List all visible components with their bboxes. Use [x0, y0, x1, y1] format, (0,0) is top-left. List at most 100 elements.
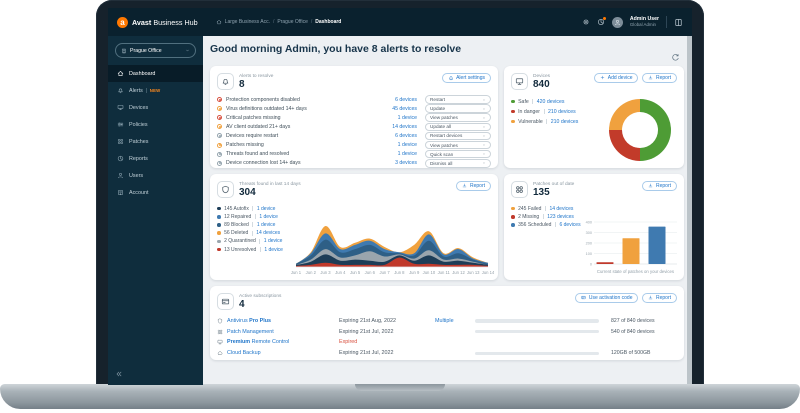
alert-action-select[interactable]: Restart — [425, 95, 491, 104]
threats-report-button[interactable]: Report — [456, 181, 491, 191]
subscription-name-link[interactable]: Premium Remote Control — [227, 339, 290, 346]
user-block[interactable]: Admin User Global Admin — [630, 16, 659, 28]
alert-action-select[interactable]: View patches — [425, 113, 491, 123]
scrollbar[interactable] — [687, 36, 692, 385]
home-icon — [216, 19, 222, 25]
subscriptions-report-button[interactable]: Report — [642, 293, 677, 303]
legend-devices-link[interactable]: 14 devices — [549, 205, 574, 212]
sidebar-item-patches[interactable]: Patches — [108, 133, 203, 150]
alert-row: Virus definitions outdated 14+ days 45 de… — [217, 104, 491, 113]
svg-text:Jun 1: Jun 1 — [291, 270, 302, 275]
legend-dot — [511, 214, 515, 219]
alert-action-select[interactable]: Dismiss all — [425, 158, 491, 168]
legend-label: 89 Blocked — [224, 221, 249, 228]
sidebar-item-account[interactable]: Account — [108, 184, 203, 201]
alert-row: Protection components disabled 6 devices R… — [217, 95, 491, 104]
refresh-icon — [671, 53, 680, 62]
breadcrumb-account[interactable]: Large Business Acc. — [224, 19, 270, 25]
sidebar-item-policies[interactable]: Policies — [108, 116, 203, 133]
subscriptions-card-title: Active subscriptions — [239, 294, 282, 299]
subscription-name-link[interactable]: Cloud Backup — [227, 350, 261, 357]
sidebar-item-label: Devices — [129, 104, 149, 111]
subscription-expiry: Expiring 21st Jul, 2022 — [339, 328, 394, 335]
alert-action-select[interactable]: View patches — [425, 140, 491, 150]
alert-severity-icon — [217, 124, 222, 130]
add-device-button[interactable]: Add device — [594, 73, 639, 83]
legend-devices-link[interactable]: 210 devices — [548, 108, 576, 115]
sidebar: Prague Office Dashboard Alerts NEW Devices P… — [108, 36, 203, 385]
chevron-down-icon — [482, 107, 486, 111]
subscription-name-link[interactable]: Antivirus Pro Plus — [227, 317, 272, 324]
alert-devices-link[interactable]: 6 devices — [395, 96, 417, 103]
patches-report-button[interactable]: Report — [642, 181, 677, 191]
avatar[interactable] — [611, 16, 623, 28]
legend-devices-link[interactable]: 210 devices — [550, 118, 579, 125]
breadcrumb-site[interactable]: Prague Office — [277, 19, 308, 25]
help-panel-button[interactable] — [674, 18, 683, 27]
alert-action-select[interactable]: Update all — [425, 122, 491, 132]
org-selector[interactable]: Prague Office — [115, 43, 196, 58]
alert-devices-link[interactable]: 1 device — [397, 114, 417, 121]
subscription-name-link[interactable]: Patch Management — [227, 328, 274, 335]
dashboard-content: Good morning Admin, you have 8 alerts to… — [203, 36, 692, 385]
alert-devices-link[interactable]: 1 device — [397, 151, 417, 158]
legend-devices-link[interactable]: 1 device — [256, 205, 276, 212]
legend-divider — [251, 230, 253, 236]
legend-item: 89 Blocked 1 device — [217, 221, 491, 229]
alert-devices-link[interactable]: 45 devices — [392, 105, 417, 112]
legend-dot — [217, 247, 221, 252]
sidebar-item-users[interactable]: Users — [108, 167, 203, 184]
alert-row: Critical patches missing 1 device View pat… — [217, 113, 491, 123]
alert-devices-link[interactable]: 6 devices — [395, 132, 417, 139]
legend-label: 145 Autofix — [224, 205, 249, 212]
notifications-icon — [597, 18, 605, 26]
sidebar-item-devices[interactable]: Devices — [108, 99, 203, 116]
org-selector-label: Prague Office — [130, 47, 162, 54]
use-activation-code-button[interactable]: Use activation code — [575, 293, 639, 303]
threats-area-chart: Jun 1 Jun 2 Jun 3 Jun 4 Jun 5 Jun 6 Jun 7 Jun 8… — [291, 225, 494, 275]
legend-devices-link[interactable]: 1 device — [263, 238, 283, 245]
legend-devices-link[interactable]: 123 devices — [547, 213, 574, 220]
subscription-expiry: Expired — [339, 339, 358, 346]
threats-count: 304 — [239, 187, 256, 198]
alert-devices-link[interactable]: 3 devices — [395, 160, 417, 167]
svg-text:Jun 6: Jun 6 — [365, 270, 376, 275]
usage-bar — [475, 319, 599, 323]
app-window: a Avast Business Hub Large Business Acc.… — [108, 8, 692, 385]
sidebar-menu: Dashboard Alerts NEW Devices Policies Patches… — [108, 65, 203, 201]
alert-settings-button[interactable]: Alert settings — [441, 73, 491, 83]
subscription-row: Patch Management Expiring 21st Jul, 2022 5… — [217, 326, 677, 337]
sidebar-collapse-button[interactable] — [115, 370, 123, 378]
settings-gear-button[interactable] — [582, 18, 590, 26]
alert-action-select[interactable]: Restart devices — [425, 131, 491, 141]
legend-divider — [554, 222, 556, 228]
svg-text:0: 0 — [590, 262, 592, 266]
brand-title: Avast Business Hub — [132, 17, 198, 27]
alert-label: Threats found and resolved — [226, 151, 290, 158]
legend-divider — [543, 109, 545, 114]
notifications-button[interactable] — [597, 16, 607, 26]
shield-icon — [217, 318, 223, 324]
alert-action-select[interactable]: Quick scan — [425, 149, 491, 159]
legend-devices-link[interactable]: 1 device — [264, 246, 283, 253]
sidebar-item-dashboard[interactable]: Dashboard — [108, 65, 203, 82]
laptop-notch — [355, 384, 445, 391]
alert-severity-icon — [217, 160, 222, 166]
topbar-divider — [666, 16, 667, 28]
subscription-multiple-link[interactable]: Multiple — [435, 317, 454, 324]
alert-devices-link[interactable]: 14 devices — [392, 123, 417, 130]
legend-devices-link[interactable]: 6 devices — [559, 221, 581, 228]
legend-devices-link[interactable]: 14 devices — [256, 230, 281, 237]
subscriptions-count: 4 — [239, 299, 245, 310]
subscriptions-card: Active subscriptions 4 Use activation co… — [210, 286, 684, 360]
sidebar-item-reports[interactable]: Reports — [108, 150, 203, 167]
devices-report-button[interactable]: Report — [642, 73, 677, 83]
legend-devices-link[interactable]: 1 device — [259, 213, 278, 220]
alert-action-select[interactable]: Update — [425, 104, 491, 113]
alert-devices-link[interactable]: 1 device — [397, 142, 417, 149]
refresh-button[interactable] — [671, 53, 680, 62]
legend-devices-link[interactable]: 420 devices — [536, 98, 565, 105]
svg-text:Jun 3: Jun 3 — [320, 270, 331, 275]
sidebar-item-alerts[interactable]: Alerts NEW — [108, 82, 203, 99]
legend-devices-link[interactable]: 1 device — [256, 221, 276, 228]
